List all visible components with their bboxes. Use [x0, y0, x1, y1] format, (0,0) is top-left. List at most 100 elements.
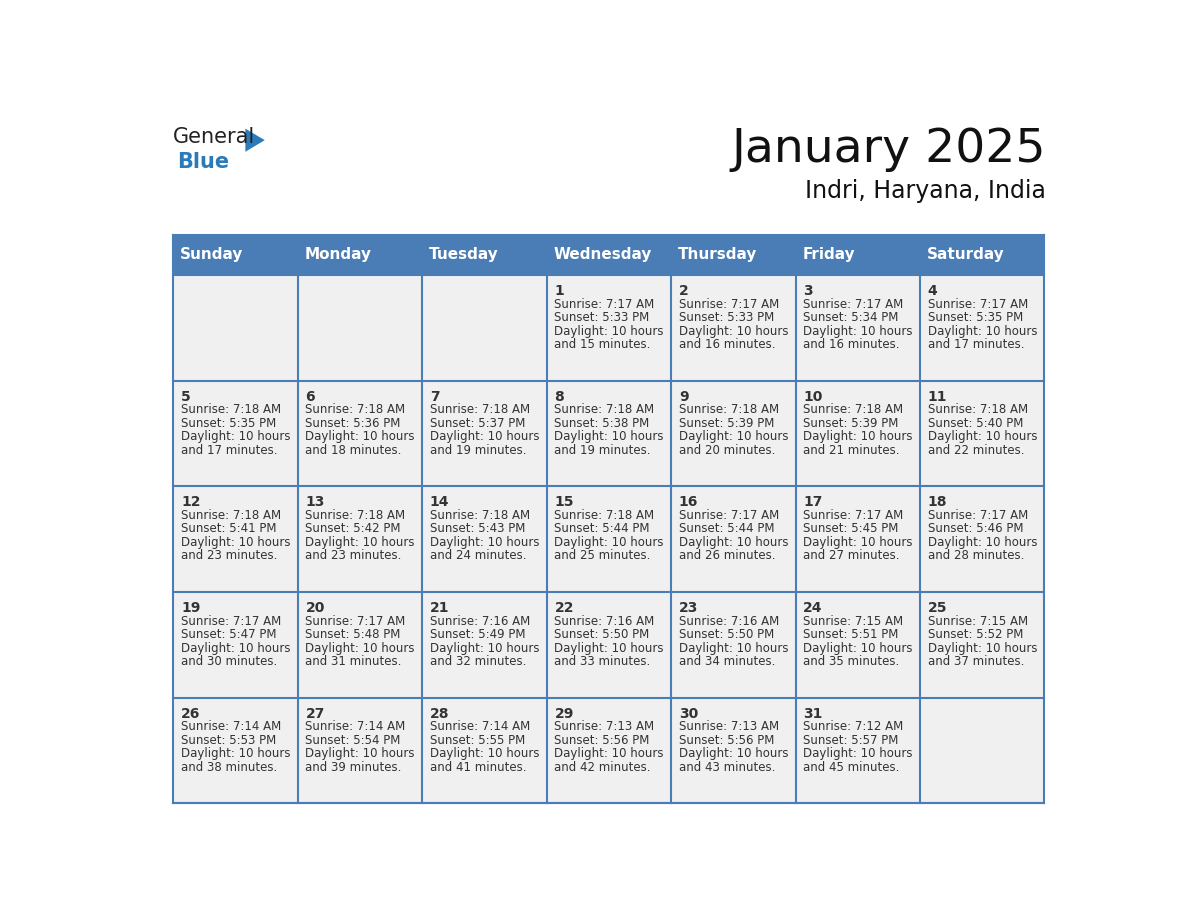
Text: 10: 10 [803, 390, 822, 404]
Text: 11: 11 [928, 390, 947, 404]
Text: Daylight: 10 hours: Daylight: 10 hours [678, 536, 789, 549]
Text: Daylight: 10 hours: Daylight: 10 hours [430, 431, 539, 443]
Text: Sunset: 5:51 PM: Sunset: 5:51 PM [803, 628, 898, 641]
Text: Sunrise: 7:18 AM: Sunrise: 7:18 AM [928, 403, 1028, 416]
Text: Sunset: 5:57 PM: Sunset: 5:57 PM [803, 733, 898, 746]
Text: and 43 minutes.: and 43 minutes. [678, 761, 776, 774]
Text: Daylight: 10 hours: Daylight: 10 hours [555, 642, 664, 655]
Text: and 15 minutes.: and 15 minutes. [555, 338, 651, 351]
Text: January 2025: January 2025 [732, 127, 1045, 172]
Text: and 28 minutes.: and 28 minutes. [928, 549, 1024, 563]
Text: Sunrise: 7:18 AM: Sunrise: 7:18 AM [430, 509, 530, 522]
Text: and 19 minutes.: and 19 minutes. [555, 443, 651, 457]
Bar [546, 698, 671, 803]
Text: Sunset: 5:56 PM: Sunset: 5:56 PM [555, 733, 650, 746]
Text: Sunrise: 7:17 AM: Sunrise: 7:17 AM [305, 614, 406, 628]
Text: and 26 minutes.: and 26 minutes. [678, 549, 776, 563]
Text: 2: 2 [678, 285, 689, 298]
Text: Sunset: 5:53 PM: Sunset: 5:53 PM [181, 733, 277, 746]
Text: and 19 minutes.: and 19 minutes. [430, 443, 526, 457]
Text: 28: 28 [430, 707, 449, 721]
Text: and 42 minutes.: and 42 minutes. [555, 761, 651, 774]
Text: and 22 minutes.: and 22 minutes. [928, 443, 1024, 457]
Text: and 24 minutes.: and 24 minutes. [430, 549, 526, 563]
Text: Monday: Monday [304, 248, 372, 263]
Text: Sunset: 5:41 PM: Sunset: 5:41 PM [181, 522, 277, 535]
Text: and 45 minutes.: and 45 minutes. [803, 761, 899, 774]
Text: 31: 31 [803, 707, 822, 721]
Text: Blue: Blue [177, 151, 229, 172]
Bar [920, 274, 1044, 381]
Text: Sunrise: 7:14 AM: Sunrise: 7:14 AM [181, 721, 282, 733]
Text: Sunset: 5:46 PM: Sunset: 5:46 PM [928, 522, 1023, 535]
Text: 20: 20 [305, 601, 324, 615]
Bar [920, 381, 1044, 487]
Text: Sunrise: 7:14 AM: Sunrise: 7:14 AM [305, 721, 406, 733]
Bar [920, 698, 1044, 803]
Bar [298, 235, 422, 274]
Text: Daylight: 10 hours: Daylight: 10 hours [555, 325, 664, 338]
Bar [920, 487, 1044, 592]
Text: and 27 minutes.: and 27 minutes. [803, 549, 899, 563]
Bar [298, 381, 422, 487]
Text: Daylight: 10 hours: Daylight: 10 hours [305, 431, 415, 443]
Text: Sunrise: 7:17 AM: Sunrise: 7:17 AM [803, 297, 904, 310]
Text: Friday: Friday [802, 248, 855, 263]
Text: 24: 24 [803, 601, 823, 615]
Text: Daylight: 10 hours: Daylight: 10 hours [803, 642, 912, 655]
Bar [422, 381, 546, 487]
Text: 30: 30 [678, 707, 699, 721]
Bar [920, 592, 1044, 698]
Text: Sunrise: 7:18 AM: Sunrise: 7:18 AM [305, 403, 405, 416]
Text: Daylight: 10 hours: Daylight: 10 hours [803, 431, 912, 443]
Text: Daylight: 10 hours: Daylight: 10 hours [928, 536, 1037, 549]
Text: Daylight: 10 hours: Daylight: 10 hours [928, 642, 1037, 655]
Bar [920, 235, 1044, 274]
Text: Sunrise: 7:14 AM: Sunrise: 7:14 AM [430, 721, 530, 733]
Text: Sunset: 5:35 PM: Sunset: 5:35 PM [928, 311, 1023, 324]
Text: Sunrise: 7:12 AM: Sunrise: 7:12 AM [803, 721, 904, 733]
Text: Sunset: 5:54 PM: Sunset: 5:54 PM [305, 733, 400, 746]
Text: Daylight: 10 hours: Daylight: 10 hours [678, 642, 789, 655]
Text: and 41 minutes.: and 41 minutes. [430, 761, 526, 774]
Text: Thursday: Thursday [678, 248, 758, 263]
Text: Sunset: 5:34 PM: Sunset: 5:34 PM [803, 311, 898, 324]
Text: Sunset: 5:44 PM: Sunset: 5:44 PM [555, 522, 650, 535]
Text: 25: 25 [928, 601, 947, 615]
Text: Indri, Haryana, India: Indri, Haryana, India [805, 179, 1045, 204]
Text: Daylight: 10 hours: Daylight: 10 hours [803, 747, 912, 760]
Bar [796, 381, 920, 487]
Text: Sunrise: 7:15 AM: Sunrise: 7:15 AM [803, 614, 903, 628]
Text: Daylight: 10 hours: Daylight: 10 hours [181, 431, 291, 443]
Text: 15: 15 [555, 496, 574, 509]
Text: Wednesday: Wednesday [554, 248, 652, 263]
Text: Sunrise: 7:18 AM: Sunrise: 7:18 AM [803, 403, 903, 416]
Text: Daylight: 10 hours: Daylight: 10 hours [305, 642, 415, 655]
Text: Daylight: 10 hours: Daylight: 10 hours [555, 536, 664, 549]
Text: Daylight: 10 hours: Daylight: 10 hours [555, 747, 664, 760]
Text: Sunset: 5:35 PM: Sunset: 5:35 PM [181, 417, 277, 430]
Text: and 23 minutes.: and 23 minutes. [181, 549, 278, 563]
Text: 3: 3 [803, 285, 813, 298]
Text: Sunset: 5:39 PM: Sunset: 5:39 PM [678, 417, 775, 430]
Text: Sunset: 5:33 PM: Sunset: 5:33 PM [555, 311, 650, 324]
Text: 14: 14 [430, 496, 449, 509]
Text: Sunrise: 7:16 AM: Sunrise: 7:16 AM [678, 614, 779, 628]
Text: Daylight: 10 hours: Daylight: 10 hours [555, 431, 664, 443]
Text: 21: 21 [430, 601, 449, 615]
Text: Daylight: 10 hours: Daylight: 10 hours [803, 325, 912, 338]
Text: Sunrise: 7:18 AM: Sunrise: 7:18 AM [181, 403, 282, 416]
Text: Daylight: 10 hours: Daylight: 10 hours [430, 536, 539, 549]
Text: Daylight: 10 hours: Daylight: 10 hours [928, 431, 1037, 443]
Text: and 16 minutes.: and 16 minutes. [678, 338, 776, 351]
Text: Sunset: 5:49 PM: Sunset: 5:49 PM [430, 628, 525, 641]
Bar [422, 274, 546, 381]
Text: and 35 minutes.: and 35 minutes. [803, 655, 899, 668]
Text: Daylight: 10 hours: Daylight: 10 hours [305, 747, 415, 760]
Text: and 31 minutes.: and 31 minutes. [305, 655, 402, 668]
Bar [671, 274, 796, 381]
Text: Sunset: 5:56 PM: Sunset: 5:56 PM [678, 733, 775, 746]
Text: Sunset: 5:47 PM: Sunset: 5:47 PM [181, 628, 277, 641]
Bar [671, 381, 796, 487]
Text: 13: 13 [305, 496, 324, 509]
